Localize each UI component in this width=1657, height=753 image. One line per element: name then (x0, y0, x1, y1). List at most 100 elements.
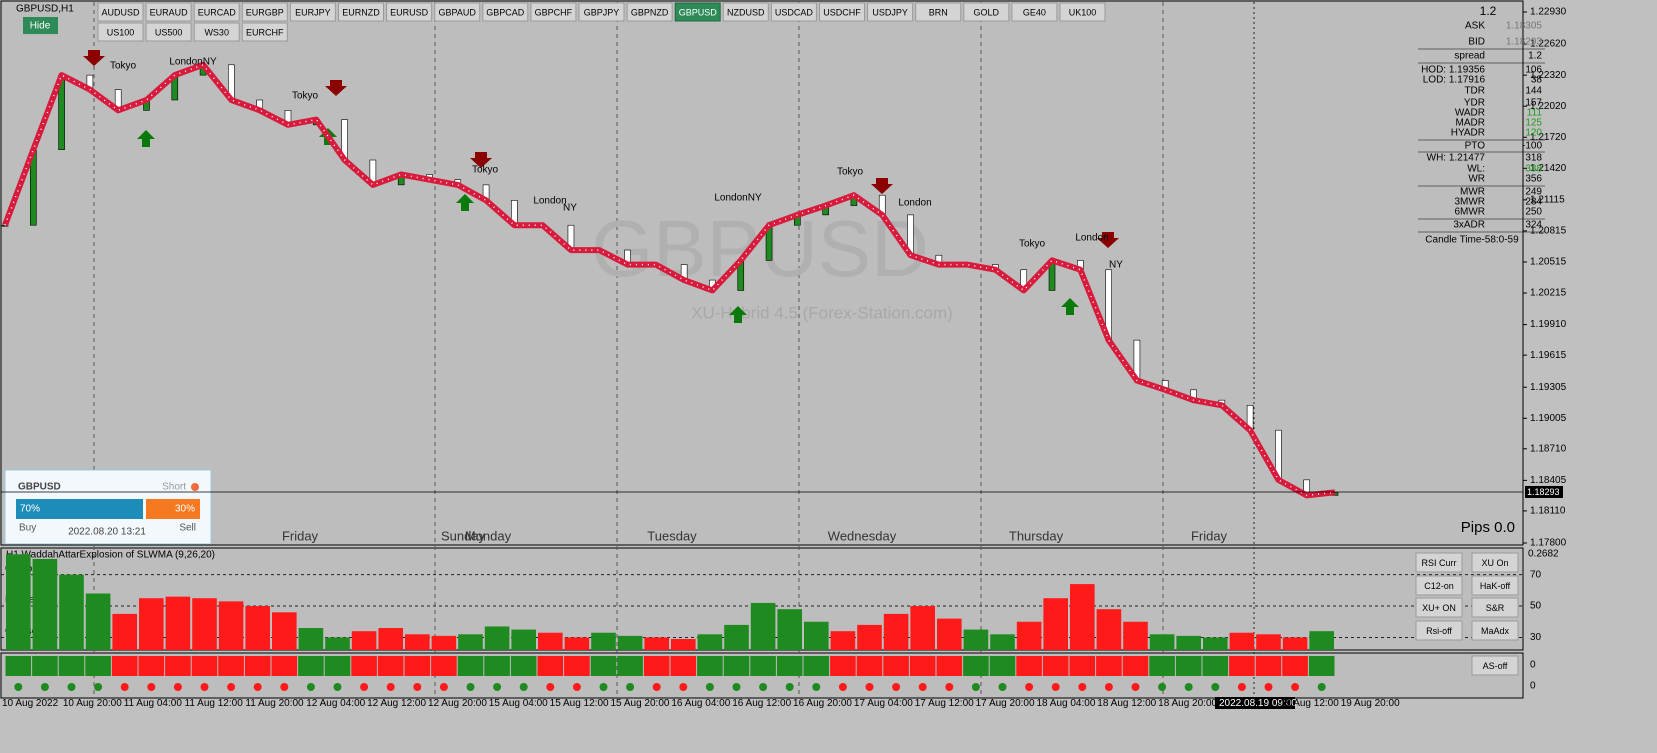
indicator-button[interactable]: S&R (1471, 597, 1519, 618)
histogram-bar (165, 596, 191, 650)
histogram-bar (139, 598, 164, 650)
signal-dot (1211, 683, 1220, 691)
symbol-button[interactable]: EURGBP (241, 2, 288, 22)
histogram-bar (591, 632, 616, 650)
signal-block (1202, 656, 1229, 676)
signal-block (564, 656, 590, 676)
symbol-button[interactable]: GBPUSD (674, 2, 721, 22)
session-label: Tokyo (292, 91, 319, 102)
indicator-button[interactable]: HaK-off (1471, 575, 1519, 596)
time-label: 18 Aug 04:00 (1036, 698, 1095, 709)
signal-block (1069, 656, 1096, 676)
signal-dot (40, 683, 49, 691)
y-tick-label: 1.19005 (1530, 413, 1567, 424)
info-label: PTO (1465, 141, 1486, 152)
symbol-button[interactable]: USDCHF (819, 2, 865, 22)
symbol-button[interactable]: AUDUSD (97, 2, 144, 22)
signal-dot (280, 683, 289, 691)
symbol-button[interactable]: NZDUSD (722, 2, 769, 22)
signal-block (484, 656, 510, 676)
symbol-button[interactable]: GBPAUD (434, 2, 481, 22)
signal-dot (838, 683, 847, 691)
session-label: Tokyo (837, 167, 864, 178)
time-label: 16 Aug 12:00 (732, 698, 791, 709)
signal-block (1175, 656, 1202, 676)
button-label: HaK-off (1480, 581, 1511, 591)
info-label: BID (1468, 37, 1485, 48)
button-label: EURUSD (390, 7, 429, 17)
histogram-bar (1070, 584, 1095, 650)
histogram-bar (272, 612, 297, 650)
button-label: BRN (929, 7, 948, 17)
signal-dot (120, 683, 129, 691)
indicator-button[interactable]: RSI Curr (1415, 552, 1463, 573)
signal-block (909, 656, 936, 676)
indicator-button[interactable]: MaAdx (1471, 620, 1519, 641)
symbol-button[interactable]: US100 (97, 22, 144, 42)
histogram-bar (697, 634, 723, 650)
y-tick-label: 1.22620 (1530, 39, 1567, 50)
histogram-bar (378, 628, 403, 650)
info-value: 125 (1525, 118, 1542, 129)
info-value: 250 (1525, 207, 1542, 218)
symbol-button[interactable]: GOLD (963, 2, 1010, 22)
signal-dot (200, 683, 209, 691)
symbol-button[interactable]: EURJPY (289, 2, 336, 22)
indicator-button[interactable]: Rsi-off (1415, 620, 1463, 641)
buy-label: Buy (19, 523, 36, 534)
time-cursor-box (1215, 697, 1295, 709)
signal-block (58, 656, 85, 676)
signal-dot (519, 683, 528, 691)
symbol-button[interactable]: USDCAD (770, 2, 817, 22)
symbol-button[interactable]: GBPNZD (626, 2, 673, 22)
symbol-button[interactable]: US500 (145, 22, 192, 42)
symbol-button[interactable]: UK100 (1059, 2, 1106, 22)
current-price-box (1525, 485, 1563, 498)
day-label: Friday (282, 528, 319, 543)
button-label: GBPJPY (584, 7, 620, 17)
symbol-button[interactable]: EURNZD (338, 2, 384, 22)
symbol-button[interactable]: EURUSD (386, 2, 433, 22)
symbol-button[interactable]: GBPCAD (482, 2, 529, 22)
session-label: London (898, 198, 931, 209)
histogram-bar (804, 621, 829, 650)
button-bg (770, 2, 817, 22)
indicator-button[interactable]: C12-on (1415, 575, 1463, 596)
button-bg (434, 2, 481, 22)
symbol-button[interactable]: WS30 (193, 22, 240, 42)
symbol-button[interactable]: USDJPY (867, 2, 914, 22)
time-label: 15 Aug 20:00 (611, 698, 670, 709)
y-tick-label: 1.19615 (1530, 350, 1567, 361)
side: Short (162, 482, 186, 493)
button-label: GBPCHF (535, 7, 573, 17)
sell-bar (146, 499, 200, 519)
histogram-bar (1149, 634, 1175, 650)
info-value: 1.18293 (1506, 37, 1543, 48)
info-label: spread (1454, 51, 1485, 62)
indicator-button[interactable]: AS-off (1471, 655, 1519, 676)
indicator-button[interactable]: XU On (1471, 552, 1519, 573)
hide-button[interactable]: Hide (23, 17, 58, 34)
y-tick-label: 70 (1530, 569, 1542, 580)
button-bg (241, 2, 288, 22)
signal-dot (759, 683, 768, 691)
signal-block (244, 656, 271, 676)
symbol-button[interactable]: EURCHF (241, 22, 288, 42)
up-arrow (456, 194, 474, 211)
symbol-button[interactable]: EURCAD (193, 2, 240, 22)
button-label: EURGBP (246, 7, 284, 17)
session-label: NY (1109, 260, 1123, 271)
symbol-button[interactable]: BRN (915, 2, 962, 22)
button-label: GE40 (1023, 7, 1046, 17)
symbol-button[interactable]: GE40 (1011, 2, 1058, 22)
symbol-button[interactable]: EURAUD (145, 2, 192, 22)
histogram-bar (564, 637, 590, 650)
symbol-button[interactable]: GBPJPY (578, 2, 625, 22)
signal-block (431, 656, 457, 676)
y-tick-label: 1.17800 (1530, 538, 1567, 549)
signal-dot (812, 683, 821, 691)
button-label: GBPAUD (439, 7, 477, 17)
signal-block (1229, 656, 1255, 676)
symbol-button[interactable]: GBPCHF (530, 2, 577, 22)
indicator-button[interactable]: XU+ ON (1415, 597, 1463, 618)
